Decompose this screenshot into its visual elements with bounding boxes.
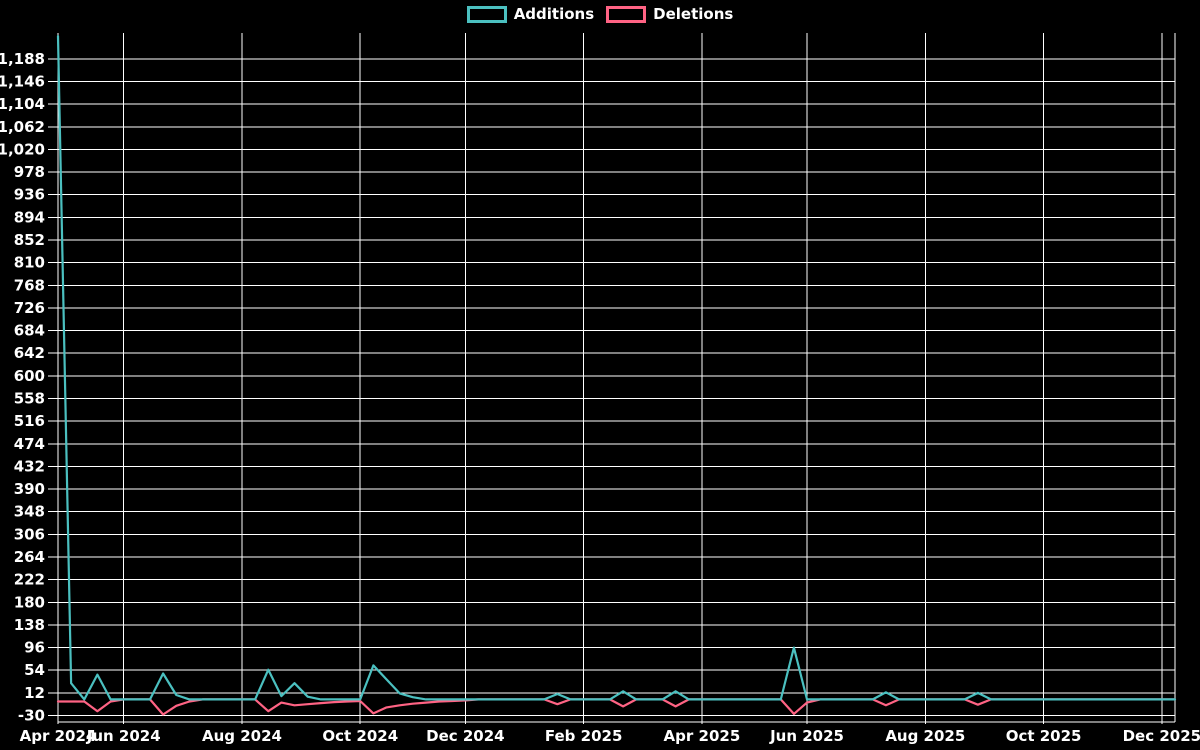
y-tick-label: 936 <box>14 186 45 204</box>
y-tick-label: 138 <box>14 616 45 634</box>
legend-label-additions: Additions <box>513 5 595 23</box>
y-tick-label: 600 <box>14 367 45 385</box>
legend-item-additions[interactable]: Additions <box>466 5 595 23</box>
deletions-line <box>56 698 1177 716</box>
x-tick-label: Dec 2025 <box>1123 727 1200 745</box>
x-tick-label: Oct 2024 <box>322 727 398 745</box>
y-tick-label: 1,020 <box>0 140 45 158</box>
y-tick-label: 306 <box>14 525 45 543</box>
y-tick-label: 264 <box>14 548 45 566</box>
chart-legend: Additions Deletions <box>0 6 1200 23</box>
y-tick-label: 726 <box>14 299 45 317</box>
y-tick-label: 54 <box>24 661 45 679</box>
x-tick-label: Jun 2024 <box>86 727 161 745</box>
x-tick-label: Apr 2025 <box>664 727 741 745</box>
x-tick-label: Jun 2025 <box>769 727 844 745</box>
y-tick-label: 222 <box>14 571 45 589</box>
y-tick-label: 978 <box>14 163 45 181</box>
legend-label-deletions: Deletions <box>653 5 734 23</box>
y-tick-label: 684 <box>14 322 45 340</box>
y-tick-label: 852 <box>14 231 45 249</box>
y-tick-label: 642 <box>14 344 45 362</box>
x-tick-label: Oct 2025 <box>1006 727 1082 745</box>
y-tick-label: 516 <box>14 412 45 430</box>
x-tick-label: Feb 2025 <box>545 727 623 745</box>
y-tick-label: 1,188 <box>0 50 45 68</box>
y-tick-label: 1,104 <box>0 95 45 113</box>
y-tick-label: 390 <box>14 480 45 498</box>
y-tick-label: 96 <box>24 639 45 657</box>
y-tick-label: 1,062 <box>0 118 45 136</box>
x-tick-label: Aug 2025 <box>885 727 965 745</box>
x-tick-label: Aug 2024 <box>202 727 282 745</box>
additions-line <box>56 35 1177 701</box>
y-tick-label: 348 <box>14 503 45 521</box>
y-tick-label: 1,146 <box>0 73 45 91</box>
deletions-swatch-icon <box>606 6 647 23</box>
y-tick-label: -30 <box>18 707 45 725</box>
legend-item-deletions[interactable]: Deletions <box>606 6 733 23</box>
y-tick-label: 810 <box>14 254 45 272</box>
y-tick-label: 474 <box>14 435 45 453</box>
y-tick-label: 894 <box>14 208 45 226</box>
y-tick-label: 180 <box>14 593 45 611</box>
x-tick-label: Apr 2024 <box>20 727 97 745</box>
y-tick-label: 558 <box>14 390 45 408</box>
y-tick-label: 12 <box>24 684 45 702</box>
additions-swatch-icon <box>466 6 507 23</box>
y-tick-label: 432 <box>14 457 45 475</box>
y-tick-label: 768 <box>14 276 45 294</box>
x-tick-label: Dec 2024 <box>426 727 505 745</box>
